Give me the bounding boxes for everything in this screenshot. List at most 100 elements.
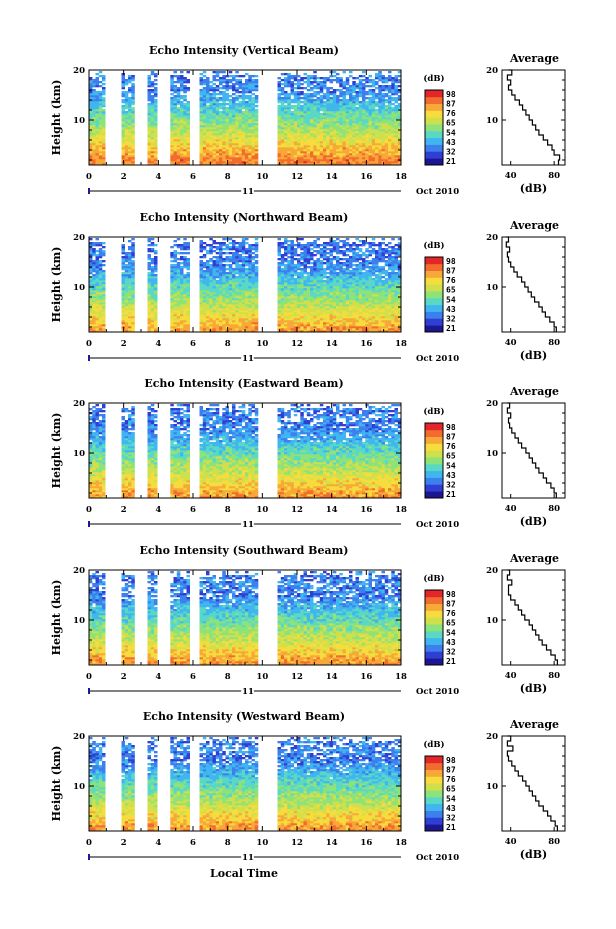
heatmap-cell <box>287 119 291 122</box>
heatmap-cell <box>368 107 372 110</box>
heatmap-cell <box>219 260 223 263</box>
heatmap-cell <box>362 159 366 162</box>
heatmap-cell <box>95 268 99 271</box>
heatmap-cell <box>219 115 223 118</box>
heatmap-cell <box>362 99 366 102</box>
heatmap-cell <box>336 149 340 152</box>
heatmap-cell <box>228 119 233 122</box>
heatmap-cell <box>98 75 103 78</box>
heatmap-cell <box>290 272 294 275</box>
heatmap-cell <box>238 304 242 307</box>
heatmap-cell <box>306 81 311 84</box>
heatmap-cell <box>180 316 184 319</box>
heatmap-cell <box>199 250 203 253</box>
heatmap-cell <box>170 81 174 84</box>
heatmap-cell <box>313 71 317 74</box>
heatmap-cell <box>254 306 259 309</box>
heatmap-cell <box>128 278 132 281</box>
heatmap-cell <box>186 147 190 150</box>
heatmap-cell <box>147 135 151 138</box>
heatmap-cell <box>277 139 281 142</box>
heatmap-cell <box>251 248 255 251</box>
heatmap-cell <box>323 81 327 84</box>
heatmap-cell <box>238 119 242 122</box>
heatmap-cell <box>95 131 99 134</box>
heatmap-cell <box>128 141 132 144</box>
heatmap-cell <box>388 161 392 164</box>
heatmap-cell <box>297 308 301 311</box>
heatmap-cell <box>173 258 177 261</box>
heatmap-cell <box>342 131 346 134</box>
heatmap-cell <box>303 131 307 134</box>
heatmap-cell <box>313 75 317 78</box>
heatmap-cell <box>89 258 93 261</box>
heatmap-cell <box>92 155 96 158</box>
heatmap-cell <box>241 117 246 120</box>
heatmap-cell <box>352 139 356 142</box>
heatmap-cell <box>290 157 294 160</box>
heatmap-cell <box>297 125 301 128</box>
heatmap-cell <box>284 320 288 323</box>
heatmap-cell <box>147 109 151 112</box>
heatmap-cell <box>89 260 93 263</box>
heatmap-cell <box>362 83 366 86</box>
heatmap-cell <box>388 105 392 108</box>
heatmap-cell <box>326 163 330 166</box>
heatmap-cell <box>95 320 99 323</box>
heatmap-cell <box>375 157 379 160</box>
heatmap-cell <box>209 298 213 301</box>
heatmap-cell <box>147 117 151 120</box>
heatmap-cell <box>102 121 106 124</box>
heatmap-cell <box>368 103 372 106</box>
heatmap-cell <box>368 153 372 156</box>
heatmap-cell <box>186 161 190 164</box>
heatmap-cell <box>183 135 187 138</box>
heatmap-cell <box>215 127 220 130</box>
heatmap-cell <box>154 286 158 289</box>
heatmap-cell <box>297 155 301 158</box>
heatmap-cell <box>209 121 213 124</box>
heatmap-cell <box>290 163 294 166</box>
y-tick-label: 10 <box>73 116 85 126</box>
heatmap-cell <box>293 298 298 301</box>
heatmap-cell <box>92 260 96 263</box>
heatmap-cell <box>310 149 314 152</box>
heatmap-cell <box>225 272 229 275</box>
heatmap-cell <box>98 318 103 321</box>
heatmap-cell <box>222 300 226 303</box>
heatmap-cell <box>215 155 220 158</box>
heatmap-cell <box>342 121 346 124</box>
heatmap-cell <box>371 161 376 164</box>
heatmap-cell <box>102 246 106 249</box>
heatmap-cell <box>319 159 324 162</box>
heatmap-cell <box>209 244 213 247</box>
heatmap-cell <box>251 320 255 323</box>
heatmap-cell <box>176 161 181 164</box>
heatmap-cell <box>225 103 229 106</box>
heatmap-cell <box>284 129 288 132</box>
heatmap-cell <box>199 246 203 249</box>
heatmap-cell <box>102 294 106 297</box>
heatmap-cell <box>235 163 239 166</box>
heatmap-cell <box>297 314 301 317</box>
heatmap-cell <box>235 268 239 271</box>
heatmap-cell <box>355 127 359 130</box>
heatmap-cell <box>329 105 333 108</box>
heatmap-cell <box>248 97 252 100</box>
heatmap-cell <box>290 141 294 144</box>
heatmap-cell <box>131 99 135 102</box>
heatmap-cell <box>287 266 291 269</box>
heatmap-cell <box>319 81 324 84</box>
heatmap-cell <box>128 264 132 267</box>
heatmap-cell <box>241 85 246 88</box>
heatmap-cell <box>219 157 223 160</box>
heatmap-cell <box>251 308 255 311</box>
heatmap-cell <box>245 310 249 313</box>
heatmap-cell <box>329 103 333 106</box>
heatmap-cell <box>102 105 106 108</box>
heatmap-cell <box>212 268 216 271</box>
heatmap-cell <box>232 121 236 124</box>
heatmap-cell <box>150 119 155 122</box>
heatmap-cell <box>397 81 402 84</box>
heatmap-cell <box>290 89 294 92</box>
